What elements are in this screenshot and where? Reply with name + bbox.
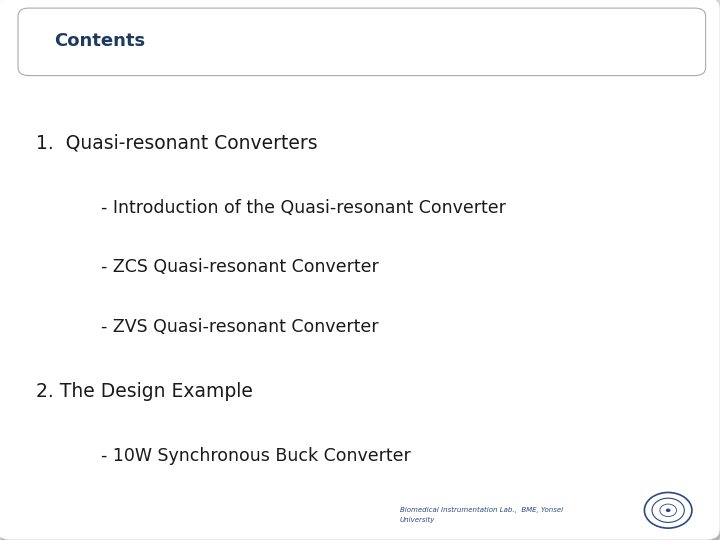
Text: 1.  Quasi-resonant Converters: 1. Quasi-resonant Converters — [36, 133, 318, 153]
FancyBboxPatch shape — [0, 3, 720, 540]
Text: 2. The Design Example: 2. The Design Example — [36, 382, 253, 401]
Text: - ZCS Quasi-resonant Converter: - ZCS Quasi-resonant Converter — [101, 258, 379, 276]
Text: Biomedical Instrumentation Lab.,  BME, Yonsei: Biomedical Instrumentation Lab., BME, Yo… — [400, 507, 563, 514]
Text: - ZVS Quasi-resonant Converter: - ZVS Quasi-resonant Converter — [101, 318, 378, 336]
Circle shape — [666, 509, 670, 512]
Text: University: University — [400, 516, 435, 523]
Text: - Introduction of the Quasi-resonant Converter: - Introduction of the Quasi-resonant Con… — [101, 199, 505, 217]
Text: Contents: Contents — [54, 32, 145, 50]
FancyBboxPatch shape — [18, 8, 706, 76]
Text: - 10W Synchronous Buck Converter: - 10W Synchronous Buck Converter — [101, 447, 410, 465]
